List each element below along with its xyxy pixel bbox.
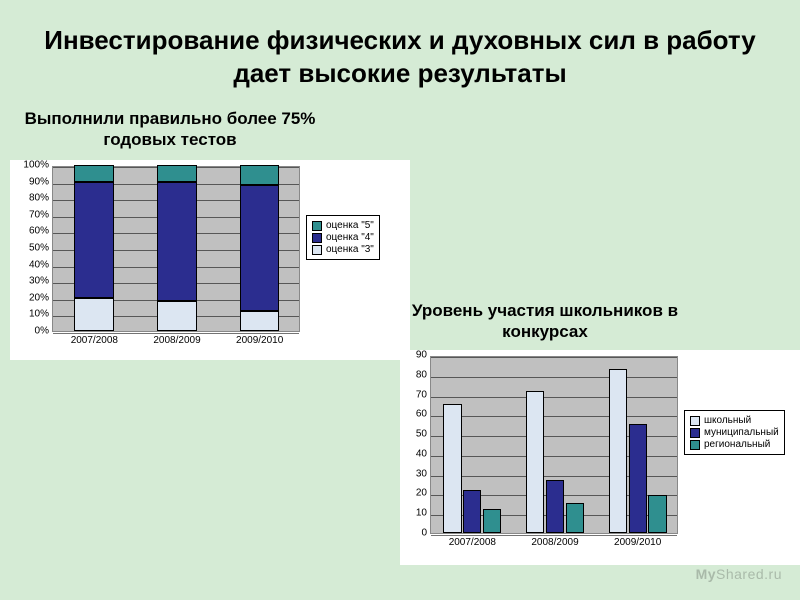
chart2-plot-area: 01020304050607080902007/20082008/2009200… — [430, 356, 678, 534]
bar — [629, 424, 647, 533]
slide-title: Инвестирование физических и духовных сил… — [0, 0, 800, 101]
y-tick-label: 0 — [421, 528, 431, 539]
bar — [609, 369, 627, 533]
y-tick-label: 60 — [416, 409, 431, 420]
bar — [526, 391, 544, 533]
y-tick-label: 80 — [416, 369, 431, 380]
chart2-container: 0 10 20 30 40 50 60 70 80 90 2007/2008 2008/2009 200… — [400, 350, 800, 565]
x-tick-label: 2007/2008 — [449, 533, 496, 548]
y-tick-label: 90 — [416, 350, 431, 361]
y-tick-label: 100% — [23, 160, 53, 171]
legend-swatch — [312, 245, 322, 255]
y-tick-label: 70% — [29, 209, 53, 220]
bar — [443, 404, 461, 533]
bar-segment — [74, 182, 114, 298]
bar — [463, 490, 481, 534]
legend-label: региональный — [704, 439, 770, 450]
gridline — [431, 416, 677, 417]
y-tick-label: 50% — [29, 243, 53, 254]
watermark: MyShared.ru — [696, 566, 782, 582]
watermark-part1: My — [696, 566, 716, 582]
legend-label: школьный — [704, 415, 751, 426]
legend-swatch — [690, 416, 700, 426]
gridline — [431, 357, 677, 358]
legend-swatch — [690, 428, 700, 438]
bar-segment — [240, 165, 280, 185]
chart1-subtitle: Выполнили правильно более 75% годовых те… — [20, 108, 320, 151]
y-tick-label: 20% — [29, 292, 53, 303]
legend-swatch — [312, 233, 322, 243]
x-tick-label: 2008/2009 — [153, 331, 200, 346]
bar-segment — [74, 165, 114, 182]
bar — [546, 480, 564, 533]
legend-item: школьный — [690, 415, 779, 426]
y-tick-label: 0% — [35, 326, 53, 337]
x-tick-label: 2007/2008 — [71, 331, 118, 346]
y-tick-label: 50 — [416, 429, 431, 440]
legend-item: оценка "3" — [312, 244, 374, 255]
watermark-part2: Shared.ru — [716, 566, 782, 582]
bar-segment — [157, 182, 197, 302]
y-tick-label: 10 — [416, 508, 431, 519]
gridline — [431, 377, 677, 378]
legend-label: оценка "5" — [326, 220, 374, 231]
chart2-legend: школьныймуниципальныйрегиональный — [684, 410, 785, 455]
bar-segment — [240, 311, 280, 331]
legend-label: муниципальный — [704, 427, 779, 438]
x-tick-label: 2008/2009 — [531, 533, 578, 548]
legend-item: муниципальный — [690, 427, 779, 438]
bar — [648, 495, 666, 533]
legend-label: оценка "3" — [326, 244, 374, 255]
legend-swatch — [690, 440, 700, 450]
y-tick-label: 40% — [29, 259, 53, 270]
chart1-plot-area: 0%10%20%30%40%50%60%70%80%90%100%2007/20… — [52, 166, 300, 332]
legend-item: региональный — [690, 439, 779, 450]
bar-segment — [157, 301, 197, 331]
bar — [566, 503, 584, 533]
chart1-container: 0% 10% 20% 30% 40% 50% 60% 70% 80% 90% 100% 2007/20… — [10, 160, 410, 360]
gridline — [431, 397, 677, 398]
bar-segment — [240, 185, 280, 311]
y-tick-label: 90% — [29, 176, 53, 187]
bar-segment — [157, 165, 197, 182]
legend-item: оценка "4" — [312, 232, 374, 243]
bar-segment — [74, 298, 114, 331]
y-tick-label: 30% — [29, 276, 53, 287]
chart2-subtitle: Уровень участия школьников в конкурсах — [400, 300, 690, 343]
legend-swatch — [312, 221, 322, 231]
y-tick-label: 60% — [29, 226, 53, 237]
x-tick-label: 2009/2010 — [614, 533, 661, 548]
y-tick-label: 20 — [416, 488, 431, 499]
chart1-legend: оценка "5"оценка "4"оценка "3" — [306, 215, 380, 260]
y-tick-label: 40 — [416, 448, 431, 459]
legend-label: оценка "4" — [326, 232, 374, 243]
y-tick-label: 80% — [29, 193, 53, 204]
y-tick-label: 10% — [29, 309, 53, 320]
x-tick-label: 2009/2010 — [236, 331, 283, 346]
y-tick-label: 30 — [416, 468, 431, 479]
y-tick-label: 70 — [416, 389, 431, 400]
legend-item: оценка "5" — [312, 220, 374, 231]
bar — [483, 509, 501, 533]
